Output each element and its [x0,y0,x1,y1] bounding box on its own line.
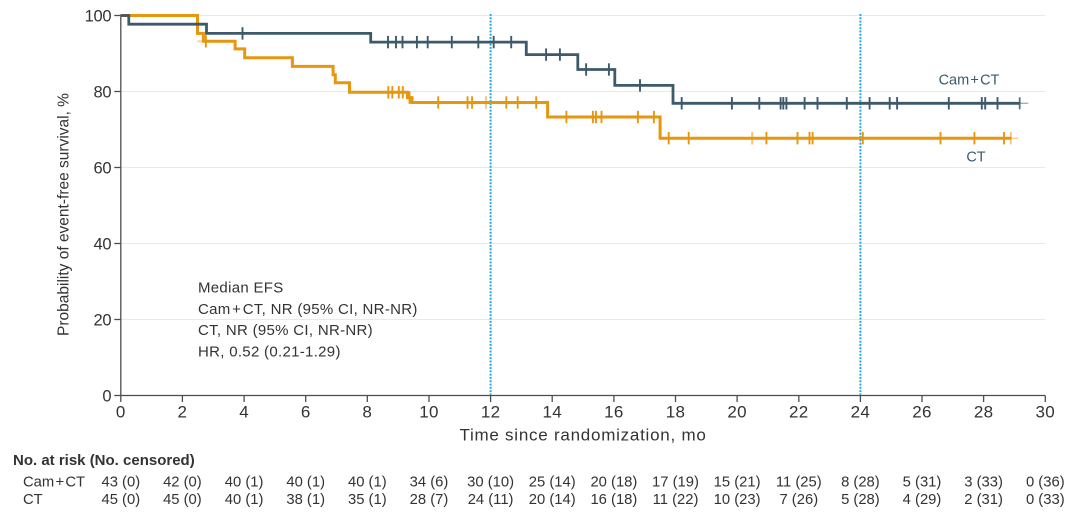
svg-text:Probability of event-free surv: Probability of event-free survival, % [56,93,73,336]
svg-text:45 (0): 45 (0) [101,492,140,508]
svg-text:5 (31): 5 (31) [903,475,942,491]
svg-text:26: 26 [912,403,932,422]
svg-text:60: 60 [94,159,112,177]
svg-text:17 (19): 17 (19) [652,475,699,491]
svg-text:43 (0): 43 (0) [101,475,140,491]
svg-text:16 (18): 16 (18) [590,492,637,508]
svg-text:16: 16 [604,403,624,422]
svg-text:4 (29): 4 (29) [903,492,942,508]
svg-text:34 (6): 34 (6) [410,475,449,491]
svg-text:8 (28): 8 (28) [841,475,880,491]
svg-text:30: 30 [1036,403,1056,422]
svg-text:38 (1): 38 (1) [286,492,325,508]
svg-text:11 (25): 11 (25) [776,475,822,491]
svg-text:22: 22 [789,403,809,422]
svg-text:24: 24 [851,403,871,422]
svg-text:0: 0 [102,387,111,405]
svg-text:Cam + CT: Cam + CT [23,475,85,491]
svg-text:CT, NR (95% CI, NR-NR): CT, NR (95% CI, NR-NR) [198,322,373,339]
svg-text:40 (1): 40 (1) [225,475,264,491]
svg-text:20: 20 [727,403,747,422]
svg-text:30 (10): 30 (10) [467,475,514,491]
svg-text:18: 18 [666,403,686,422]
svg-text:0: 0 [116,403,126,422]
svg-text:25 (14): 25 (14) [529,475,576,491]
svg-text:4: 4 [239,403,249,422]
svg-text:40 (1): 40 (1) [225,492,264,508]
svg-text:20 (18): 20 (18) [590,475,637,491]
svg-text:Median EFS: Median EFS [198,280,284,297]
svg-text:28: 28 [974,403,994,422]
svg-text:0 (36): 0 (36) [1026,475,1065,491]
svg-text:Cam + CT, NR (95% CI, NR-NR): Cam + CT, NR (95% CI, NR-NR) [198,301,418,318]
svg-text:20 (14): 20 (14) [529,492,576,508]
svg-text:0 (33): 0 (33) [1026,492,1065,508]
svg-text:100: 100 [85,7,112,25]
svg-text:CT: CT [966,150,985,166]
svg-text:7 (26): 7 (26) [779,492,818,508]
svg-text:40: 40 [94,235,112,253]
svg-text:40 (1): 40 (1) [348,475,387,491]
svg-text:80: 80 [94,83,112,101]
svg-text:No. at risk (No. censored): No. at risk (No. censored) [13,452,195,469]
svg-text:CT: CT [23,492,43,508]
svg-text:10 (23): 10 (23) [714,492,761,508]
svg-text:40 (1): 40 (1) [286,475,325,491]
svg-text:45 (0): 45 (0) [163,492,202,508]
svg-text:12: 12 [481,403,501,422]
svg-text:24 (11): 24 (11) [468,492,514,508]
svg-text:20: 20 [94,311,112,329]
svg-text:10: 10 [419,403,439,422]
svg-text:HR, 0.52 (0.21-1.29): HR, 0.52 (0.21-1.29) [198,344,341,361]
svg-text:15 (21): 15 (21) [714,475,761,491]
svg-text:3 (33): 3 (33) [964,475,1003,491]
svg-text:28 (7): 28 (7) [410,492,449,508]
svg-text:35 (1): 35 (1) [348,492,387,508]
svg-text:5 (28): 5 (28) [841,492,880,508]
svg-text:11 (22): 11 (22) [653,492,699,508]
svg-text:2 (31): 2 (31) [964,492,1003,508]
svg-text:8: 8 [362,403,372,422]
svg-text:2: 2 [178,403,188,422]
svg-text:42 (0): 42 (0) [163,475,202,491]
svg-text:Cam + CT: Cam + CT [939,73,1000,89]
svg-text:6: 6 [301,403,311,422]
svg-text:Time since randomization, mo: Time since randomization, mo [459,426,706,445]
svg-text:14: 14 [542,403,562,422]
